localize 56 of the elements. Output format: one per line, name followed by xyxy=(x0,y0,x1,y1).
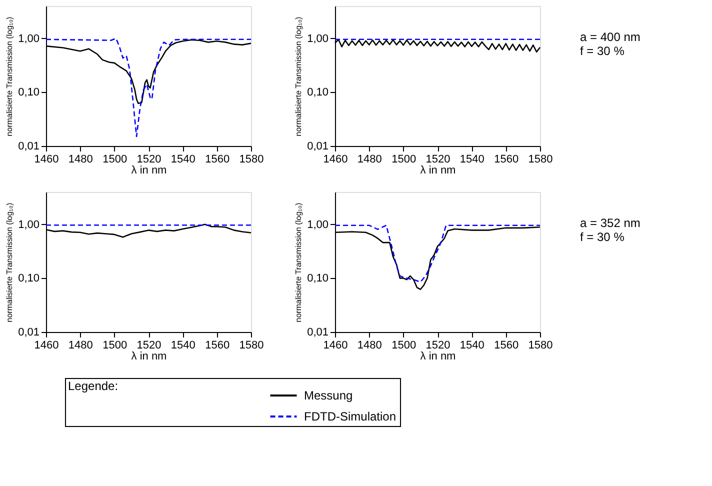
x-tick-label: 1560 xyxy=(205,340,230,352)
x-tick-label: 1480 xyxy=(357,340,382,352)
x-axis-title: λ in nm xyxy=(131,350,167,362)
y-tick-label: 0,10 xyxy=(18,272,40,285)
x-axis-title: λ in nm xyxy=(420,164,456,176)
x-tick-label: 1540 xyxy=(460,340,484,352)
legend-label: FDTD-Simulation xyxy=(304,410,396,424)
x-tick-label: 1480 xyxy=(357,154,382,166)
y-tick-label: 0,01 xyxy=(307,140,328,152)
y-tick-label: 0,01 xyxy=(18,326,40,338)
text: a = 352 nm xyxy=(580,216,640,230)
y-tick-label: 0,10 xyxy=(307,86,328,99)
x-tick-label: 1480 xyxy=(68,340,93,352)
x-tick-label: 1500 xyxy=(392,340,416,352)
x-tick-label: 1500 xyxy=(392,154,416,166)
x-tick-label: 1460 xyxy=(323,340,348,352)
x-tick-label: 1520 xyxy=(426,340,450,352)
y-axis-title: normalisierte Transmission (log₁₀) xyxy=(294,202,304,322)
y-tick-label: 0,01 xyxy=(307,326,328,338)
x-tick-label: 1500 xyxy=(102,154,128,166)
x-axis-title: λ in nm xyxy=(131,164,167,176)
x-tick-label: 1460 xyxy=(34,340,59,352)
x-axis-title: λ in nm xyxy=(420,350,456,362)
x-tick-label: 1520 xyxy=(426,154,450,166)
y-tick-label: 1,00 xyxy=(307,32,328,45)
x-tick-label: 1560 xyxy=(494,340,519,352)
x-tick-label: 1560 xyxy=(494,154,519,166)
legend-label: Messung xyxy=(304,388,353,402)
y-tick-label: 1,00 xyxy=(18,218,40,231)
y-tick-label: 1,00 xyxy=(18,32,40,45)
x-tick-label: 1460 xyxy=(323,154,348,166)
x-tick-label: 1500 xyxy=(102,340,128,352)
legend-title: Legende: xyxy=(68,379,118,393)
x-tick-label: 1540 xyxy=(170,154,196,166)
line-series xyxy=(45,38,252,138)
x-tick-label: 1520 xyxy=(136,340,162,352)
y-tick-label: 0,10 xyxy=(307,272,328,285)
x-tick-label: 1580 xyxy=(239,154,264,166)
y-axis-title: normalisierte Transmission (log₁₀) xyxy=(5,16,14,136)
x-tick-label: 1580 xyxy=(528,340,553,352)
x-tick-label: 1480 xyxy=(68,154,93,166)
y-tick-label: 1,00 xyxy=(307,218,328,231)
x-tick-label: 1460 xyxy=(34,154,59,166)
y-tick-label: 0,01 xyxy=(18,140,40,152)
x-tick-label: 1540 xyxy=(170,340,196,352)
y-axis-title: normalisierte Transmission (log₁₀) xyxy=(294,16,304,136)
x-tick-label: 1560 xyxy=(205,154,230,166)
x-tick-label: 1520 xyxy=(136,154,162,166)
text: f = 30 % xyxy=(580,44,625,58)
y-tick-label: 0,10 xyxy=(18,86,40,99)
text: a = 400 nm xyxy=(580,30,640,44)
text: f = 30 % xyxy=(580,230,625,244)
x-tick-label: 1580 xyxy=(239,340,264,352)
y-axis-title: normalisierte Transmission (log₁₀) xyxy=(5,202,14,322)
x-tick-label: 1540 xyxy=(460,154,484,166)
x-tick-label: 1580 xyxy=(528,154,553,166)
